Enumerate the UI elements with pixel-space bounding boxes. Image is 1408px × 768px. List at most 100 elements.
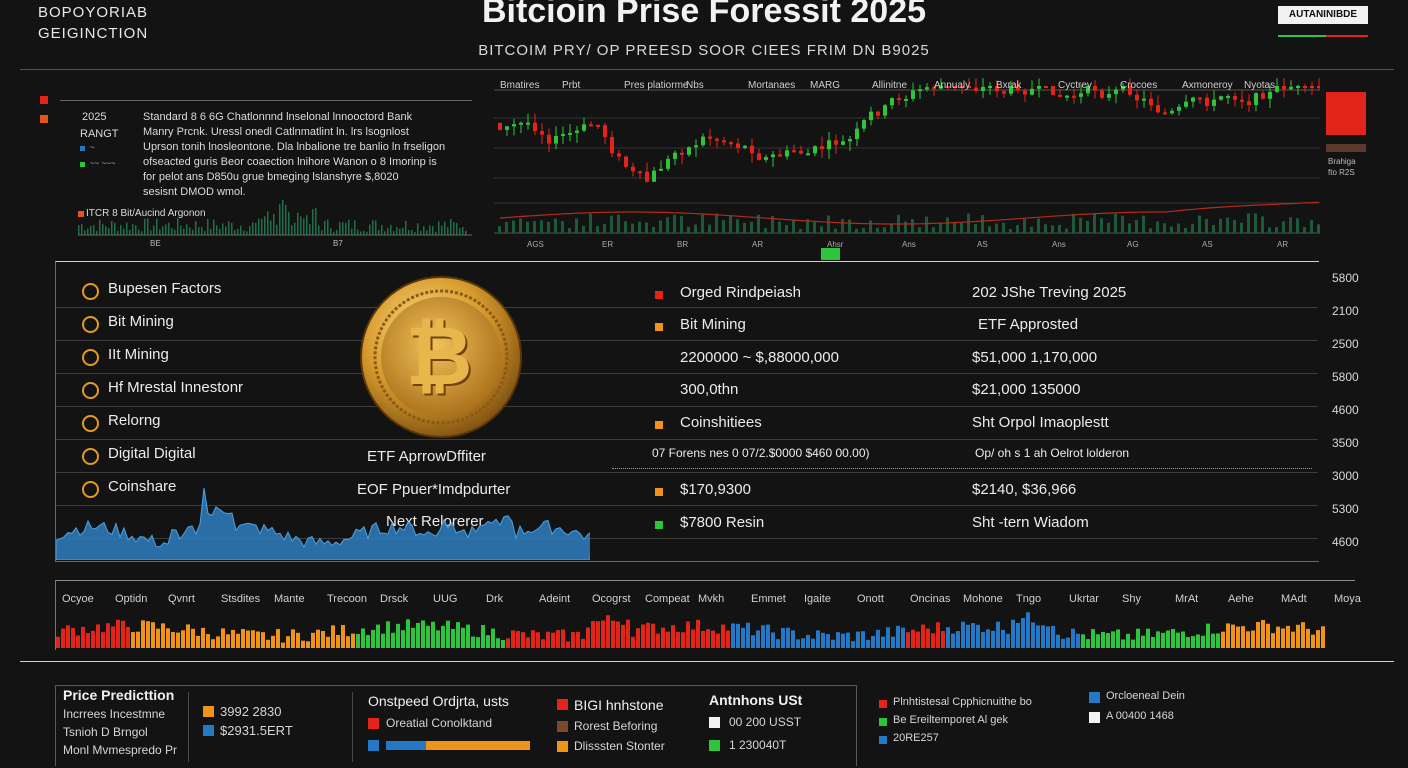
- histogram-bar: [791, 630, 795, 648]
- candle-body: [1198, 97, 1202, 100]
- candle-volume-bar: [722, 220, 725, 233]
- candle-volume-bar: [1030, 226, 1033, 233]
- histogram-bar: [131, 632, 135, 648]
- histogram-bar: [841, 633, 845, 648]
- candle-volume-bar: [1170, 226, 1173, 233]
- histogram-bar: [671, 625, 675, 648]
- candle-top-label: Pres platiorme: [624, 80, 689, 91]
- table-cell-col1: Orged Rindpeiash: [680, 284, 801, 301]
- month-label: Optidn: [115, 593, 148, 605]
- info-volume-bar: [219, 228, 221, 235]
- candle-volume-bar: [1086, 220, 1089, 233]
- candle-body: [834, 140, 838, 145]
- candle-volume-bar: [771, 215, 774, 233]
- info-volume-bar: [147, 218, 149, 235]
- candle-body: [918, 89, 922, 92]
- candle-volume-bar: [617, 214, 620, 233]
- badge-underline-green: [1278, 35, 1326, 37]
- info-volume-bar: [201, 227, 203, 235]
- candle-body: [974, 87, 978, 91]
- histogram-bar: [736, 623, 740, 648]
- candle-body: [652, 170, 656, 182]
- histogram-bar: [391, 632, 395, 648]
- candle-body: [589, 124, 593, 127]
- table-cell-col2: $21,000 135000: [972, 381, 1081, 398]
- histogram-bar: [516, 631, 520, 648]
- histogram-bar: [846, 632, 850, 648]
- histogram-bar: [336, 635, 340, 648]
- histogram-bar: [1236, 626, 1240, 648]
- info-volume-bar: [132, 224, 134, 235]
- histogram-bar: [126, 626, 130, 648]
- candle-body: [883, 105, 887, 116]
- info-volume-bar: [99, 219, 101, 235]
- info-volume-chart: [78, 199, 472, 236]
- info-year: 2025: [82, 111, 107, 123]
- factor-label: Coinshare: [108, 478, 177, 495]
- candle-body: [932, 87, 936, 90]
- candle-volume-bar: [1037, 218, 1040, 233]
- candle-body: [925, 87, 929, 90]
- histogram-bar: [91, 630, 95, 648]
- histogram-bar: [101, 632, 105, 648]
- histogram-bar: [1081, 634, 1085, 648]
- histogram-bar: [1101, 631, 1105, 648]
- histogram-bar: [1131, 639, 1135, 648]
- info-volume-bar: [333, 231, 335, 235]
- histogram-bar: [266, 639, 270, 648]
- info-volume-bar: [339, 222, 341, 235]
- histogram-bar: [116, 619, 120, 648]
- info-volume-bar: [417, 223, 419, 235]
- row-chip: [655, 488, 663, 496]
- histogram-bar: [1181, 631, 1185, 648]
- candlestick-chart: [494, 78, 1320, 260]
- histogram-bar: [656, 633, 660, 648]
- candle-body: [1072, 95, 1076, 98]
- candle-volume-bar: [533, 221, 536, 233]
- histogram-bar: [581, 638, 585, 648]
- candle-volume-bar: [673, 214, 676, 233]
- candle-volume-bar: [652, 226, 655, 233]
- histogram-bar: [181, 630, 185, 648]
- info-volume-bar: [294, 222, 296, 235]
- histogram-bar: [1146, 628, 1150, 648]
- candle-body: [757, 153, 761, 160]
- candle-volume-bar: [848, 219, 851, 233]
- histogram-bar: [686, 621, 690, 648]
- candle-body: [1233, 96, 1237, 100]
- prediction-value: 3992 2830: [220, 704, 282, 719]
- candle-top-label: Allinitne: [872, 80, 908, 91]
- info-volume-bar: [81, 224, 83, 235]
- histogram-bar: [901, 627, 905, 648]
- histogram-bar: [1061, 638, 1065, 648]
- histogram-bar: [836, 632, 840, 648]
- info-volume-bar: [345, 222, 347, 235]
- candle-body: [750, 145, 754, 154]
- info-legend-marker: [78, 211, 84, 217]
- candle-volume-bar: [554, 218, 557, 233]
- info-volume-bar: [348, 219, 350, 235]
- factor-label: Relorng: [108, 412, 161, 429]
- bottom-histogram: [56, 612, 1325, 648]
- histogram-bar: [811, 638, 815, 648]
- candle-body: [1170, 110, 1174, 114]
- candle-volume-bar: [764, 228, 767, 233]
- histogram-bar: [871, 635, 875, 648]
- legend-chip-white: [709, 717, 720, 728]
- histogram-bar: [326, 636, 330, 648]
- candle-volume-bar: [792, 219, 795, 233]
- info-volume-bar: [372, 220, 374, 235]
- histogram-bar: [721, 624, 725, 648]
- info-volume-bar: [450, 218, 452, 235]
- info-volume-bar: [213, 219, 215, 235]
- histogram-bar: [991, 630, 995, 648]
- histogram-bar: [351, 633, 355, 648]
- candle-body: [701, 136, 705, 146]
- histogram-bar: [506, 638, 510, 648]
- histogram-bar: [1136, 628, 1140, 648]
- factor-item: Relorng: [82, 408, 342, 440]
- info-volume-bar: [108, 228, 110, 235]
- info-volume-bar: [288, 211, 290, 235]
- strip-left-rule: [55, 580, 56, 650]
- info-volume-bar: [321, 230, 323, 235]
